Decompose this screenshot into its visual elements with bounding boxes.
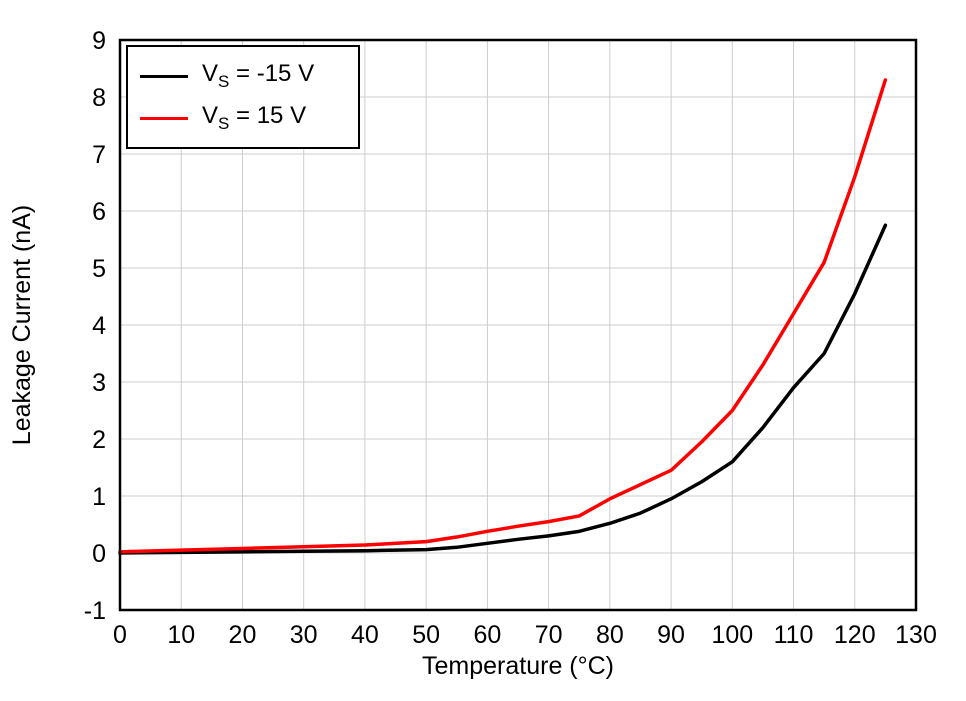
svg-text:20: 20 [229, 621, 257, 649]
legend-label: VS = 15 V [202, 102, 307, 133]
legend: VS = -15 V VS = 15 V [126, 45, 360, 149]
y-axis-title: Leakage Current (nA) [8, 205, 36, 445]
x-axis-title: Temperature (°C) [422, 652, 614, 680]
svg-text:6: 6 [92, 198, 106, 226]
legend-line-sample-red [140, 116, 188, 120]
svg-text:80: 80 [596, 621, 624, 649]
svg-text:120: 120 [834, 621, 876, 649]
svg-text:0: 0 [92, 540, 106, 568]
svg-text:8: 8 [92, 84, 106, 112]
legend-line-sample-black [140, 74, 188, 78]
svg-text:0: 0 [113, 621, 127, 649]
svg-text:110: 110 [774, 621, 814, 649]
svg-text:3: 3 [92, 369, 106, 397]
svg-text:90: 90 [657, 621, 685, 649]
svg-text:2: 2 [92, 426, 106, 454]
plot-frame [118, 38, 918, 612]
svg-text:100: 100 [711, 621, 753, 649]
svg-text:130: 130 [895, 621, 937, 649]
data-series [118, 78, 888, 555]
svg-text:50: 50 [412, 621, 440, 649]
svg-text:60: 60 [473, 621, 501, 649]
svg-text:30: 30 [290, 621, 318, 649]
svg-text:70: 70 [535, 621, 563, 649]
svg-text:10: 10 [167, 621, 195, 649]
tick-labels: 0 10 20 30 40 50 60 70 80 90 100 110 120 130-10123456… [84, 27, 937, 649]
svg-text:5: 5 [92, 255, 106, 283]
legend-item-vs-neg15: VS = -15 V [140, 55, 346, 97]
svg-text:40: 40 [351, 621, 379, 649]
svg-text:7: 7 [92, 141, 106, 169]
legend-label: VS = -15 V [202, 60, 315, 91]
svg-text:9: 9 [92, 27, 106, 55]
svg-text:-1: -1 [84, 597, 106, 625]
legend-item-vs-pos15: VS = 15 V [140, 97, 346, 139]
svg-text:4: 4 [92, 312, 106, 340]
svg-text:1: 1 [92, 483, 106, 511]
